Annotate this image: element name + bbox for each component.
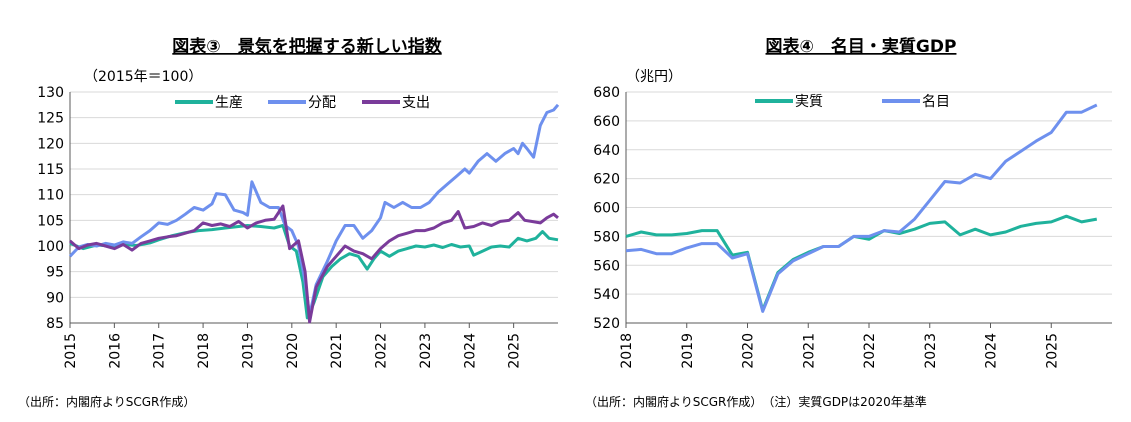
x-tick-label: 2022: [862, 333, 878, 369]
x-tick-label: 2023: [418, 333, 434, 369]
y-tick-label: 560: [593, 258, 620, 274]
legend-label: 生産: [215, 95, 243, 111]
y-tick-label: 620: [593, 172, 620, 188]
x-tick-label: 2024: [462, 333, 478, 369]
x-tick-label: 2023: [923, 333, 939, 369]
legend-label: 名目: [922, 94, 950, 110]
x-tick-label: 2018: [619, 333, 635, 369]
series-line-実質: [625, 214, 1098, 312]
source-note: （出所：内閣府よりSCGR作成）: [18, 394, 195, 409]
y-tick-label: 115: [37, 162, 64, 178]
x-tick-label: 2025: [1044, 333, 1060, 369]
y-tick-label: 680: [593, 85, 620, 101]
x-tick-label: 2024: [984, 333, 1000, 369]
y-tick-label: 110: [37, 188, 64, 204]
y-tick-label: 130: [37, 85, 64, 101]
y-tick-label: 600: [593, 201, 620, 217]
y-tick-label: 105: [37, 213, 64, 229]
source-note: （出所：内閣府よりSCGR作成） （注）実質GDPは2020年基準: [585, 394, 927, 409]
y-tick-label: 520: [593, 316, 620, 332]
chart-title: 図表④ 名目・実質GDP: [766, 36, 957, 57]
y-tick-label: 640: [593, 143, 620, 159]
unit-label: （2015年＝100）: [84, 69, 202, 85]
x-tick-label: 2017: [152, 333, 168, 369]
y-tick-label: 580: [593, 229, 620, 245]
x-tick-label: 2015: [63, 333, 79, 369]
x-tick-label: 2021: [329, 333, 345, 369]
y-tick-label: 95: [46, 265, 64, 281]
legend-label: 分配: [308, 95, 336, 111]
legend-label: 支出: [402, 95, 430, 111]
x-tick-label: 2019: [240, 333, 256, 369]
series-line-名目: [625, 103, 1098, 313]
y-tick-label: 120: [37, 136, 64, 152]
x-tick-label: 2019: [680, 333, 696, 369]
legend-label: 実質: [795, 94, 823, 110]
unit-label: （兆円）: [626, 69, 682, 85]
y-tick-label: 660: [593, 114, 620, 130]
x-tick-label: 2018: [196, 333, 212, 369]
y-tick-label: 90: [46, 290, 64, 306]
chart-title: 図表③ 景気を把握する新しい指数: [172, 36, 442, 57]
x-tick-label: 2020: [741, 333, 757, 369]
x-tick-label: 2025: [507, 333, 523, 369]
y-tick-label: 540: [593, 287, 620, 303]
x-tick-label: 2020: [285, 333, 301, 369]
series-line-分配: [68, 103, 560, 317]
series-line-支出: [69, 204, 559, 324]
y-tick-label: 85: [46, 316, 64, 332]
y-tick-label: 100: [37, 239, 64, 255]
y-tick-label: 125: [37, 111, 64, 127]
chart-gdp: 図表④ 名目・実質GDP （兆円） 520 540 560 580 600 620 640 660…: [585, 36, 1112, 409]
x-tick-label: 2016: [107, 333, 123, 369]
x-tick-label: 2022: [374, 333, 390, 369]
x-tick-label: 2021: [801, 333, 817, 369]
chart-business-index: 図表③ 景気を把握する新しい指数 （2015年＝100） 85 90 95 100 105 1…: [18, 36, 560, 409]
